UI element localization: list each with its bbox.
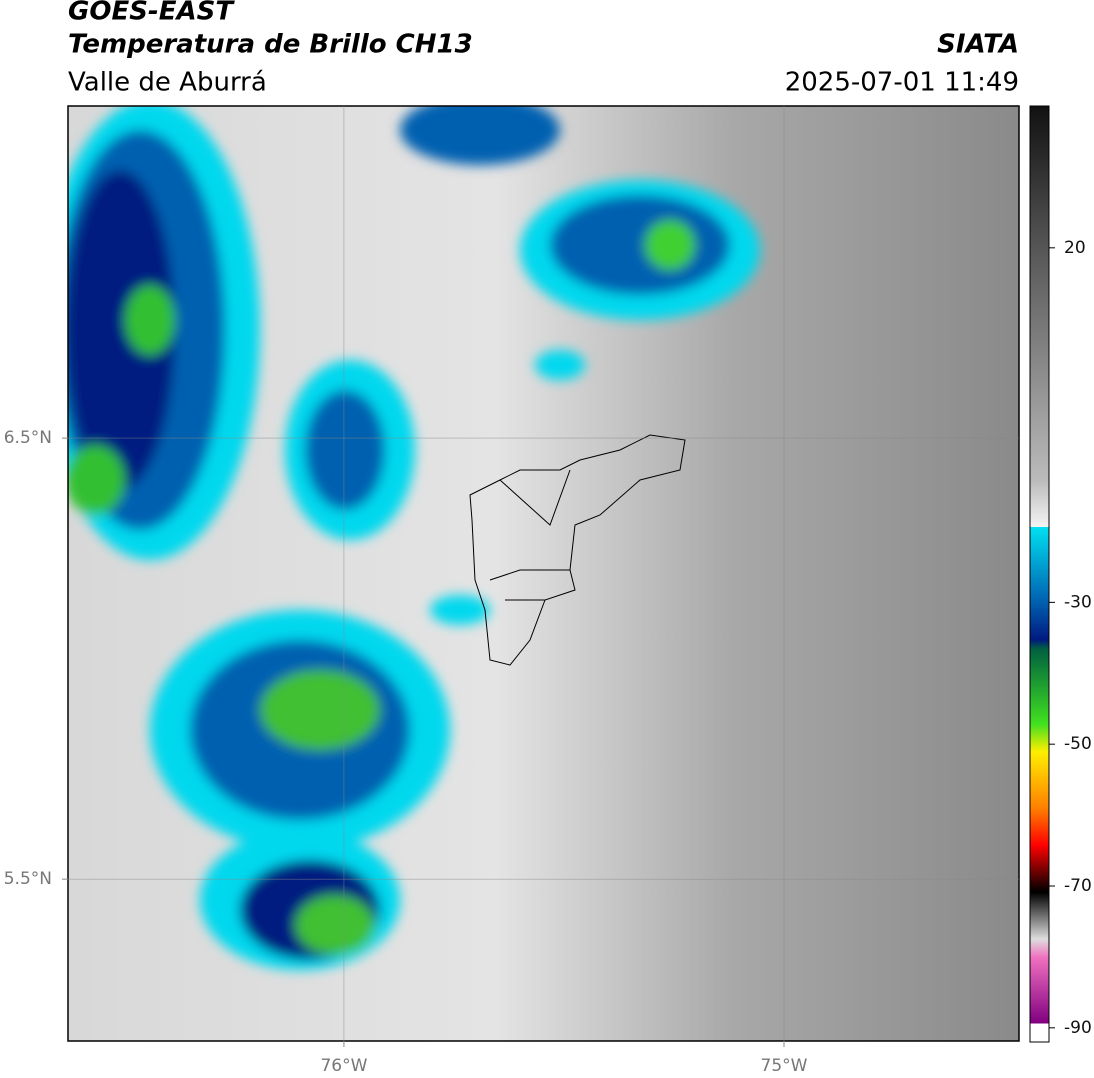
colorbar [1029,105,1050,1043]
colorbar-tick-label: -90 [1064,1018,1092,1038]
colorbar-tick-label: -70 [1064,876,1092,896]
region: Valle de Aburrá [68,68,267,98]
y-tick-label: 5.5°N [4,869,52,889]
y-tick-label: 6.5°N [4,428,52,448]
subtitle: Temperatura de Brillo CH13 [68,30,473,60]
colorbar-tick-label: -50 [1064,734,1092,754]
title: GOES-EAST [68,0,235,27]
agency: SIATA [937,30,1019,60]
colorbar-tick-label: -30 [1064,592,1092,612]
satellite-image [68,106,1019,1041]
colorbar-tick-label: 20 [1064,238,1086,258]
timestamp: 2025-07-01 11:49 [785,68,1019,98]
map-frame [67,105,1020,1042]
municipal-boundaries [469,434,686,666]
x-tick-label: 76°W [320,1056,367,1076]
x-tick-label: 75°W [761,1056,808,1076]
